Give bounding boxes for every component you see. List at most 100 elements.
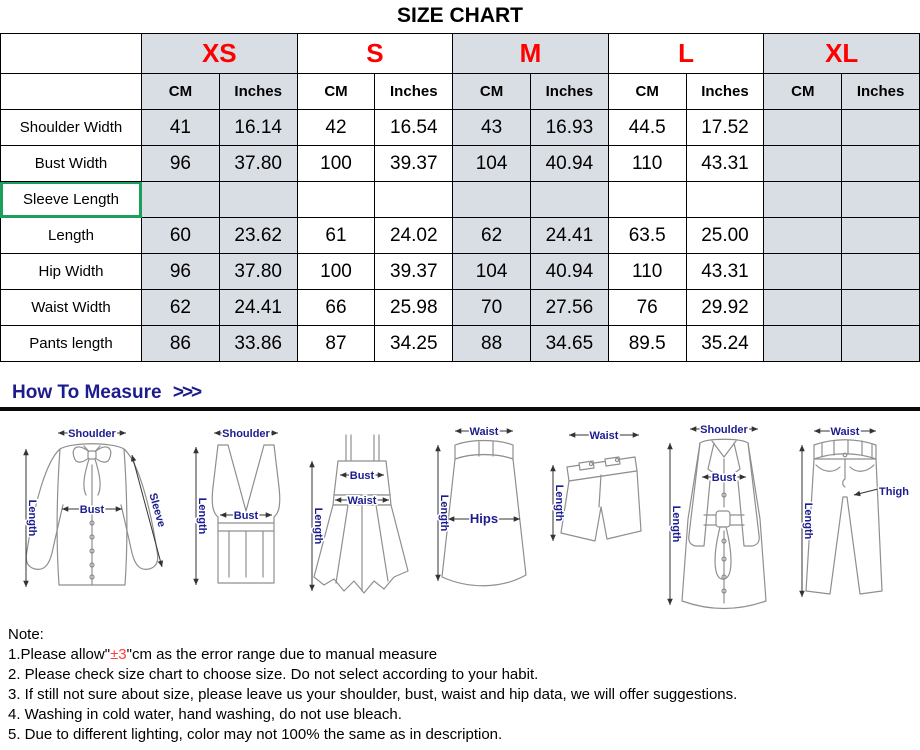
jeans-drawing: Waist Thigh Length [799, 425, 910, 597]
size-value-cell: 76 [607, 289, 687, 326]
unit-header-l-inches: Inches [685, 73, 765, 110]
skirt-waist-label: Waist [469, 426, 498, 438]
note-text: 5. Due to different lighting, color may … [8, 726, 503, 743]
table-corner [0, 73, 142, 110]
size-value-cell: 100 [296, 145, 376, 182]
table-row: Bust Width 96 37.80 100 39.37 104 40.94 110 43.3… [0, 145, 920, 182]
size-value-cell: 23.62 [218, 217, 298, 254]
size-value-cell: 104 [452, 145, 531, 182]
size-value-cell: 24.41 [218, 289, 298, 326]
note-text: 2. Please check size chart to choose siz… [8, 666, 539, 683]
size-header-xs: XS [141, 33, 298, 74]
row-label: Shoulder Width [0, 109, 142, 146]
size-value-cell [763, 109, 843, 146]
table-corner [0, 33, 142, 74]
notes-list: 1.Please allow"±3"cm as the error range … [8, 645, 920, 745]
size-value-cell: 34.25 [374, 325, 454, 362]
table-row: Sleeve Length [0, 181, 920, 218]
size-value-cell: 29.92 [685, 289, 765, 326]
vest-shoulder-label: Shoulder [222, 428, 270, 440]
row-label: Sleeve Length [0, 181, 142, 218]
coat-bust-label: Bust [711, 472, 736, 484]
size-value-cell: 110 [607, 253, 687, 290]
table-row: Waist Width 62 24.41 66 25.98 70 27.56 76 29.92 [0, 289, 920, 326]
size-value-cell: 96 [141, 145, 220, 182]
size-value-cell: 39.37 [374, 253, 454, 290]
unit-header-m-inches: Inches [529, 73, 609, 110]
size-value-cell: 24.02 [374, 217, 454, 254]
divider-rule [0, 407, 920, 411]
size-value-cell: 37.80 [218, 145, 298, 182]
note-text: 4. Washing in cold water, hand washing, … [8, 706, 402, 723]
size-value-cell: 88 [452, 325, 531, 362]
size-value-cell: 42 [296, 109, 376, 146]
measure-figures: Shoulder Bust Length Sleeve Shoulder Bus… [0, 411, 920, 615]
size-value-cell: 16.14 [218, 109, 298, 146]
size-value-cell [841, 325, 920, 362]
note-line-4: 4. Washing in cold water, hand washing, … [8, 705, 920, 725]
size-value-cell: 89.5 [607, 325, 687, 362]
note-line-3: 3. If still not sure about size, please … [8, 685, 920, 705]
row-label: Hip Width [0, 253, 142, 290]
row-label: Pants length [0, 325, 142, 362]
size-value-cell: 27.56 [529, 289, 609, 326]
size-value-cell: 37.80 [218, 253, 298, 290]
size-value-cell: 60 [141, 217, 220, 254]
blouse-bust-label: Bust [80, 504, 105, 516]
chevrons-icon: >>> [172, 382, 202, 403]
vest-length-label: Length [196, 498, 208, 535]
size-value-cell: 25.98 [374, 289, 454, 326]
notes: Note: 1.Please allow"±3"cm as the error … [8, 625, 920, 745]
size-value-cell: 40.94 [529, 253, 609, 290]
size-value-cell [841, 217, 920, 254]
table-row: Hip Width 96 37.80 100 39.37 104 40.94 110 43.31 [0, 253, 920, 290]
jeans-length-label: Length [802, 503, 814, 540]
size-value-cell [218, 181, 298, 218]
note-line-2: 2. Please check size chart to choose siz… [8, 665, 920, 685]
unit-header-xl-cm: CM [763, 73, 843, 110]
size-value-cell: 25.00 [685, 217, 765, 254]
size-value-cell: 62 [452, 217, 531, 254]
skirt-drawing: Waist Hips Length [434, 425, 527, 587]
size-header-m: M [452, 33, 609, 74]
size-value-cell: 61 [296, 217, 376, 254]
size-value-cell [607, 181, 687, 218]
size-header-l: L [607, 33, 765, 74]
skirt-length-label: Length [438, 495, 450, 532]
notes-heading: Note: [8, 626, 44, 643]
note-text: 3. If still not sure about size, please … [8, 686, 738, 703]
dress-length-label: Length [312, 508, 324, 545]
size-value-cell: 63.5 [607, 217, 687, 254]
row-label: Length [0, 217, 142, 254]
measure-heading: How To Measure >>> [12, 382, 920, 404]
jeans-thigh-label: Thigh [879, 486, 909, 498]
size-value-cell [841, 253, 920, 290]
unit-header-row: CM Inches CM Inches CM Inches CM Inches CM Inches [0, 73, 920, 110]
size-value-cell: 43.31 [685, 145, 765, 182]
unit-header-xl-inches: Inches [841, 73, 920, 110]
size-value-cell [763, 181, 843, 218]
size-header-xl: XL [763, 33, 920, 74]
size-value-cell: 43 [452, 109, 531, 146]
size-value-cell [763, 217, 843, 254]
size-table-body: Shoulder Width 41 16.14 42 16.54 43 16.93 44.5 1… [0, 109, 920, 362]
size-value-cell: 66 [296, 289, 376, 326]
note-highlight: ±3 [110, 646, 127, 663]
skirt-hips-label: Hips [469, 511, 497, 526]
unit-header-s-inches: Inches [374, 73, 454, 110]
size-value-cell: 16.54 [374, 109, 454, 146]
size-value-cell: 17.52 [685, 109, 765, 146]
size-value-cell [141, 181, 220, 218]
size-value-cell: 110 [607, 145, 687, 182]
size-value-cell [841, 145, 920, 182]
size-value-cell [763, 325, 843, 362]
size-value-cell [763, 253, 843, 290]
size-value-cell: 35.24 [685, 325, 765, 362]
size-value-cell: 104 [452, 253, 531, 290]
size-value-cell: 62 [141, 289, 220, 326]
table-row: Shoulder Width 41 16.14 42 16.54 43 16.93 44.5 1… [0, 109, 920, 146]
size-header-row: XS S M L XL [0, 33, 920, 74]
note-text: 1.Please allow" [8, 646, 111, 663]
table-row: Pants length 86 33.86 87 34.25 88 34.65 89.5 35.… [0, 325, 920, 362]
